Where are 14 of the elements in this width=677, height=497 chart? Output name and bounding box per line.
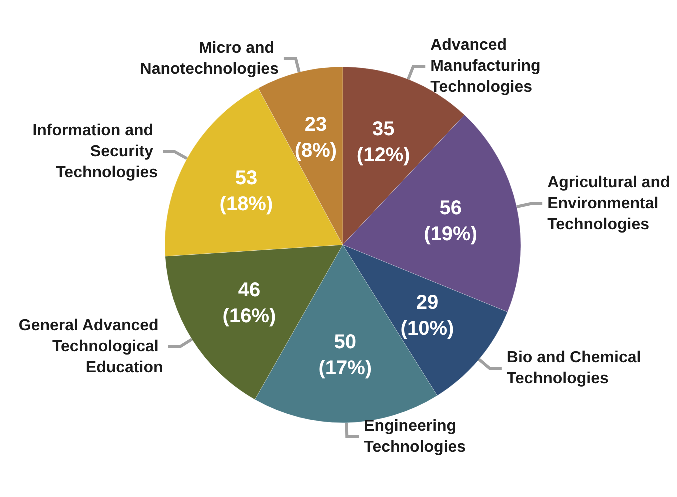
data-label: 56 (19%): [424, 197, 478, 246]
data-label: 50 (17%): [318, 331, 372, 380]
data-label: 35 (12%): [356, 118, 410, 166]
slice-label: Advanced Manufacturing Technologies: [430, 36, 546, 96]
data-label: 23 (8%): [294, 114, 338, 162]
slice-label: Information and Security Technologies: [32, 122, 158, 182]
slice-label: Micro and Nanotechnologies: [140, 40, 280, 78]
data-label: 46 (16%): [222, 280, 276, 328]
slice-label: Agricultural and Environmental Technologies: [548, 174, 675, 234]
slice-label: Engineering Technologies: [364, 418, 466, 456]
data-label: 29 (10%): [400, 292, 454, 340]
slice-label: General Advanced Technological Education: [18, 317, 164, 376]
data-label: 53 (18%): [220, 168, 274, 216]
slice-label: Bio and Chemical Technologies: [506, 350, 646, 388]
